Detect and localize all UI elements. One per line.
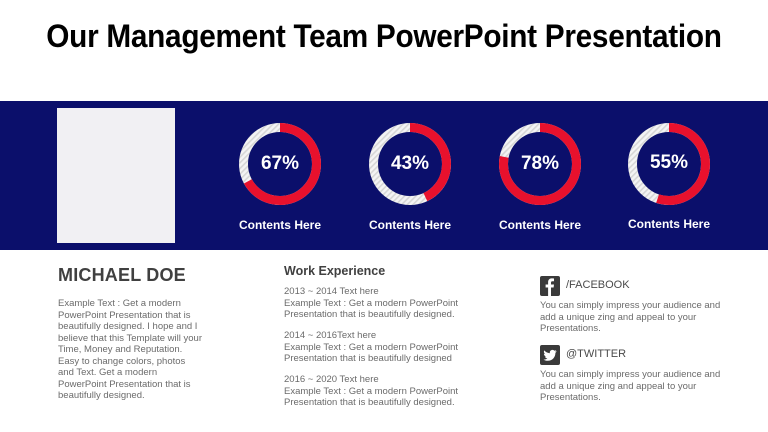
social-twitter: @TWITTER You can simply impress your aud… [540,345,760,404]
stat-percent: 67% [260,153,300,174]
work-description: Example Text : Get a modern PowerPoint [284,385,459,397]
donut-chart [628,123,710,205]
work-period: 2016 ~ 2020 Text here [284,374,379,385]
stat-caption: Contents Here [238,218,321,232]
donut-chart [499,123,581,205]
work-description: Presentation that is beautifully designe… [284,397,455,408]
profile-name: MICHAEL DOE [58,265,186,285]
bio-line: Easy to change colors, photos [58,355,186,367]
work-description: Presentation that is beautifully designe… [284,353,452,364]
social-facebook: /FACEBOOK You can simply impress your au… [540,276,760,335]
stat-item: 67% Contents Here [215,101,345,250]
donut-ring-icon [628,123,710,205]
bio-line: beautifully designed. [58,390,145,401]
stats-banner: 67% Contents Here 43% Contents Here 78% … [0,101,768,250]
profile-photo-placeholder[interactable] [57,108,175,243]
work-experience-heading: Work Experience [284,264,386,278]
stat-caption: Contents Here [498,218,581,232]
social-description: You can simply impress your audience and… [540,369,760,404]
facebook-handle[interactable]: /FACEBOOK [566,279,630,291]
donut-chart [369,123,451,205]
work-description: Example Text : Get a modern PowerPoint [284,341,459,353]
bio-line: PowerPoint Presentation that is [58,378,191,390]
social-text-line: Presentations. [540,323,601,334]
bio-line: beautifully designed. I hope and I [58,321,198,332]
social-text-line: Presentations. [540,392,601,403]
stat-caption: Contents Here [368,218,451,232]
stat-percent: 43% [390,153,430,174]
social-text-line: add a unique zing and appeal to your [540,380,697,392]
slide-title: Our Management Team PowerPoint Presentat… [46,18,722,54]
social-text-line: You can simply impress your audience and [540,369,721,380]
bio-line: PowerPoint Presentation that is [58,309,191,321]
twitter-icon[interactable] [540,345,560,365]
work-experience-item: 2014 ~ 2016Text here Example Text : Get … [284,330,484,365]
work-experience-item: 2016 ~ 2020 Text here Example Text : Get… [284,374,484,409]
stat-percent: 78% [520,153,560,174]
work-experience-item: 2013 ~ 2014 Text here Example Text : Get… [284,286,484,321]
donut-ring-icon [369,123,451,205]
facebook-icon[interactable] [540,276,560,296]
profile-bio: Example Text : Get a modern PowerPoint P… [58,298,218,402]
donut-ring-icon [239,123,321,205]
stat-item: 55% Contents Here [604,101,734,250]
work-period: 2013 ~ 2014 Text here [284,286,379,297]
donut-chart [239,123,321,205]
work-description: Presentation that is beautifully designe… [284,309,455,320]
stat-item: 43% Contents Here [345,101,475,250]
social-text-line: add a unique zing and appeal to your [540,311,697,323]
stat-percent: 55% [649,152,689,173]
social-text-line: You can simply impress your audience and [540,300,721,311]
work-description: Example Text : Get a modern PowerPoint [284,297,459,309]
bio-line: Example Text : Get a modern [58,298,181,309]
twitter-handle[interactable]: @TWITTER [566,348,627,360]
bio-line: believe that this Template will your [58,332,202,344]
stat-item: 78% Contents Here [475,101,605,250]
bio-line: and Text. Get a modern [58,367,158,378]
donut-ring-icon [499,123,581,205]
work-period: 2014 ~ 2016Text here [284,330,377,341]
bio-line: Time, Money and Reputation. [58,344,183,355]
social-description: You can simply impress your audience and… [540,300,760,335]
stat-caption: Contents Here [627,217,710,231]
